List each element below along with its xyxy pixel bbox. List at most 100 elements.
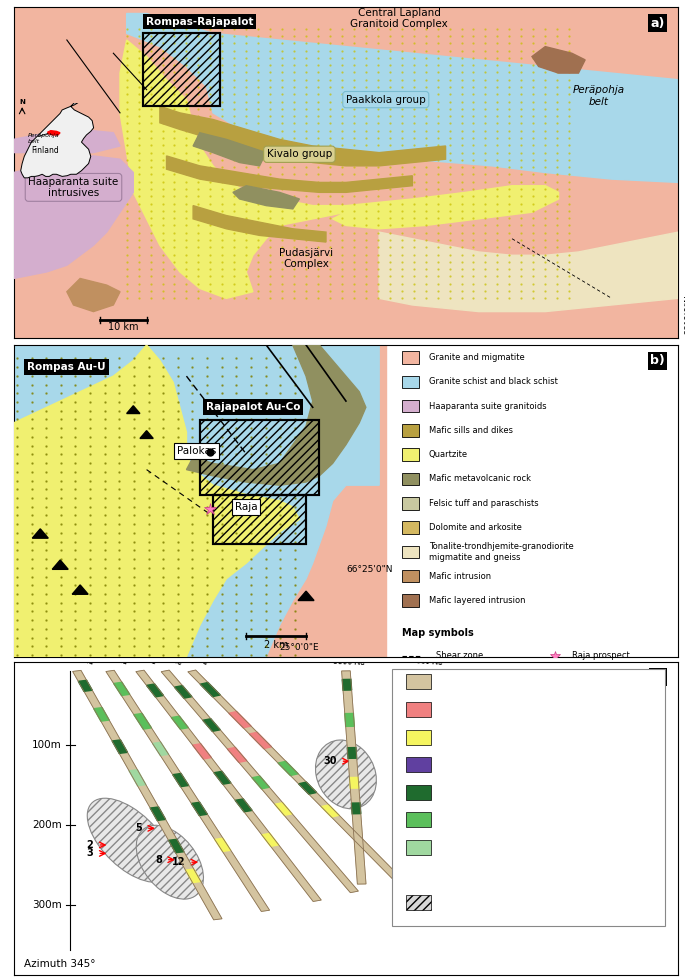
Text: Rompas Au-U: Rompas Au-U <box>27 362 105 371</box>
Polygon shape <box>14 345 299 657</box>
Polygon shape <box>186 869 201 883</box>
Text: 8: 8 <box>155 855 162 864</box>
Polygon shape <box>345 713 354 726</box>
Text: Main Au-Co enriched zones: Main Au-Co enriched zones <box>443 898 560 907</box>
Polygon shape <box>160 106 445 166</box>
Polygon shape <box>147 345 379 657</box>
Bar <box>402 497 419 510</box>
Text: Mafic (pillow) lava: Mafic (pillow) lava <box>443 788 521 797</box>
Text: Central Lapland
Granitoid Complex: Central Lapland Granitoid Complex <box>350 8 448 29</box>
Polygon shape <box>430 738 440 752</box>
Polygon shape <box>321 805 339 817</box>
Bar <box>200 419 319 495</box>
Polygon shape <box>193 132 266 166</box>
Text: Granite schist and black schist: Granite schist and black schist <box>429 377 558 386</box>
Polygon shape <box>278 761 298 775</box>
Polygon shape <box>140 430 153 438</box>
Polygon shape <box>532 47 585 74</box>
Polygon shape <box>67 278 120 312</box>
Text: Haaparanta suite
intrusives: Haaparanta suite intrusives <box>28 176 119 198</box>
Polygon shape <box>425 707 436 720</box>
Polygon shape <box>175 686 192 698</box>
Text: 2: 2 <box>87 840 93 850</box>
Polygon shape <box>112 740 127 754</box>
Text: b): b) <box>650 355 665 368</box>
Text: Mafic sills and dikes: Mafic sills and dikes <box>429 426 513 435</box>
Text: PAL0088: PAL0088 <box>331 653 364 663</box>
Polygon shape <box>229 711 251 728</box>
Ellipse shape <box>87 799 173 882</box>
Polygon shape <box>275 803 292 815</box>
Bar <box>213 495 306 545</box>
Text: Kivalo group: Kivalo group <box>266 149 332 160</box>
Polygon shape <box>129 769 146 786</box>
Text: Chlorite amphibole rock: Chlorite amphibole rock <box>443 705 546 714</box>
Bar <box>402 400 419 413</box>
Bar <box>402 351 419 364</box>
Ellipse shape <box>316 740 376 808</box>
Polygon shape <box>233 186 299 209</box>
Text: 12: 12 <box>172 858 185 867</box>
Text: Map symbols: Map symbols <box>402 627 474 638</box>
Text: 25°0'0"E: 25°0'0"E <box>253 352 292 361</box>
Polygon shape <box>347 748 357 759</box>
Text: Biotite/albite calcsilicate: Biotite/albite calcsilicate <box>443 677 549 686</box>
Polygon shape <box>127 406 140 414</box>
Polygon shape <box>120 40 558 298</box>
Polygon shape <box>438 793 448 804</box>
Polygon shape <box>191 803 208 815</box>
Text: PAL0092: PAL0092 <box>95 645 129 663</box>
Bar <box>14 345 386 657</box>
Text: 3: 3 <box>87 849 93 858</box>
Text: Raja prospect: Raja prospect <box>572 652 630 661</box>
Text: 24°0'0"E: 24°0'0"E <box>137 352 176 361</box>
Text: Direction of faulting: Direction of faulting <box>436 712 519 721</box>
Polygon shape <box>214 771 231 784</box>
Polygon shape <box>235 799 252 811</box>
Text: Mafic hyaloclastite: Mafic hyaloclastite <box>443 815 523 824</box>
Text: PAL0100: PAL0100 <box>176 641 210 663</box>
Polygon shape <box>200 682 221 697</box>
Text: Peräpohja
belt: Peräpohja belt <box>28 133 60 144</box>
Polygon shape <box>379 232 678 312</box>
Polygon shape <box>420 670 462 897</box>
Text: Talc altered siltstone: Talc altered siltstone <box>443 760 532 769</box>
Text: Mafic metavolcanic rock: Mafic metavolcanic rock <box>429 474 531 483</box>
Text: PAL0104: PAL0104 <box>61 646 95 663</box>
Bar <box>143 33 220 106</box>
Polygon shape <box>166 156 412 192</box>
Polygon shape <box>150 807 166 820</box>
Text: Paakkola group: Paakkola group <box>346 95 425 105</box>
Text: Mafic layered intrusion: Mafic layered intrusion <box>429 596 525 605</box>
Bar <box>406 674 431 689</box>
Text: Au sample location: Au sample location <box>443 870 525 880</box>
Bar <box>200 419 319 495</box>
Polygon shape <box>421 677 432 689</box>
Polygon shape <box>21 103 94 177</box>
Polygon shape <box>186 345 366 485</box>
Polygon shape <box>173 773 189 787</box>
Polygon shape <box>14 345 147 423</box>
Polygon shape <box>134 713 151 729</box>
Text: 200m: 200m <box>32 819 62 830</box>
Text: 26°0'0"E: 26°0'0"E <box>373 352 412 361</box>
Polygon shape <box>443 824 453 836</box>
Bar <box>406 895 431 910</box>
Text: Rajapalot Au-Co: Rajapalot Au-Co <box>206 402 300 413</box>
Bar <box>402 521 419 534</box>
Polygon shape <box>94 708 109 721</box>
Polygon shape <box>14 156 134 278</box>
Polygon shape <box>72 585 88 594</box>
Bar <box>402 594 419 607</box>
Polygon shape <box>48 130 60 135</box>
Polygon shape <box>434 765 445 777</box>
Text: Major thrust fault: Major thrust fault <box>436 692 508 701</box>
Polygon shape <box>298 591 314 601</box>
Bar <box>406 812 431 827</box>
Text: Pudasjärvi
Complex: Pudasjärvi Complex <box>279 248 333 270</box>
Polygon shape <box>161 670 358 893</box>
Polygon shape <box>349 777 359 788</box>
Bar <box>406 758 431 772</box>
Text: 5: 5 <box>135 823 142 833</box>
Text: 300m: 300m <box>32 900 62 909</box>
